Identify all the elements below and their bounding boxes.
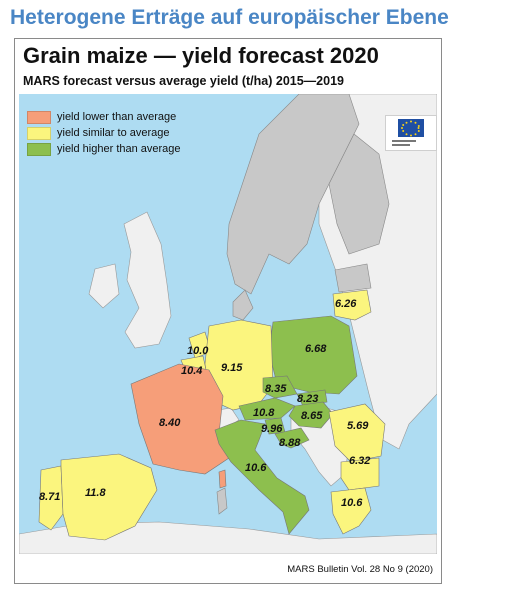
map-title: Grain maize — yield forecast 2020 bbox=[23, 43, 379, 68]
land-uk bbox=[123, 211, 172, 349]
corsica bbox=[218, 469, 227, 489]
legend-item-higher: yield higher than average bbox=[27, 141, 181, 157]
legend: yield lower than average yield similar t… bbox=[27, 109, 181, 157]
europe-map: 6.26 6.68 10.0 10.4 9.15 8.35 8.23 10.8 … bbox=[19, 94, 437, 554]
legend-swatch-higher bbox=[27, 142, 51, 156]
sardinia bbox=[216, 487, 228, 515]
legend-label-similar: yield similar to average bbox=[57, 127, 170, 139]
scandinavia bbox=[226, 94, 360, 295]
value-poland: 6.68 bbox=[305, 343, 327, 355]
region-austria bbox=[238, 397, 296, 421]
value-france: 8.40 bbox=[159, 417, 181, 429]
region-lithuania bbox=[332, 289, 372, 321]
value-czechia: 8.35 bbox=[265, 383, 287, 395]
legend-item-lower: yield lower than average bbox=[27, 109, 181, 125]
value-lithuania: 6.26 bbox=[335, 298, 357, 310]
legend-label-higher: yield higher than average bbox=[57, 143, 181, 155]
region-croatia bbox=[274, 427, 310, 449]
eu-logo-text-bar-2 bbox=[392, 144, 410, 146]
value-greece: 10.6 bbox=[341, 497, 363, 509]
region-italy bbox=[214, 419, 310, 535]
region-slovakia bbox=[296, 389, 328, 407]
legend-swatch-similar bbox=[27, 126, 51, 140]
value-bulgaria: 6.32 bbox=[349, 455, 370, 467]
eu-flag bbox=[398, 119, 424, 137]
region-portugal bbox=[38, 465, 64, 531]
value-slovenia: 9.96 bbox=[261, 423, 283, 435]
region-spain bbox=[60, 453, 158, 541]
source-note: MARS Bulletin Vol. 28 No 9 (2020) bbox=[287, 564, 433, 575]
eu-logo bbox=[385, 115, 437, 151]
region-hungary bbox=[288, 401, 334, 429]
value-netherlands: 10.0 bbox=[187, 345, 209, 357]
value-italy: 10.6 bbox=[245, 462, 267, 474]
value-portugal: 8.71 bbox=[39, 491, 60, 503]
denmark bbox=[232, 289, 254, 321]
region-romania bbox=[328, 403, 386, 463]
value-spain: 11.8 bbox=[85, 487, 106, 499]
baltic-north bbox=[334, 263, 372, 293]
value-slovakia: 8.23 bbox=[297, 393, 318, 405]
region-greece bbox=[330, 487, 372, 535]
value-romania: 5.69 bbox=[347, 420, 369, 432]
value-germany: 9.15 bbox=[221, 362, 243, 374]
eu-logo-text-bar bbox=[392, 140, 416, 142]
value-belgium: 10.4 bbox=[181, 365, 202, 377]
legend-swatch-lower bbox=[27, 110, 51, 124]
value-hungary: 8.65 bbox=[301, 410, 323, 422]
page-heading: Heterogene Erträge auf europäischer Eben… bbox=[10, 6, 449, 29]
finland bbox=[328, 133, 390, 255]
map-subtitle: MARS forecast versus average yield (t/ha… bbox=[23, 74, 344, 88]
land-ireland bbox=[88, 263, 120, 309]
legend-item-similar: yield similar to average bbox=[27, 125, 181, 141]
value-croatia: 8.88 bbox=[279, 437, 301, 449]
eu-stars bbox=[401, 120, 420, 137]
value-austria: 10.8 bbox=[253, 407, 275, 419]
legend-label-lower: yield lower than average bbox=[57, 111, 177, 123]
region-czechia bbox=[262, 375, 298, 399]
yield-forecast-figure: Grain maize — yield forecast 2020 MARS f… bbox=[14, 38, 442, 584]
